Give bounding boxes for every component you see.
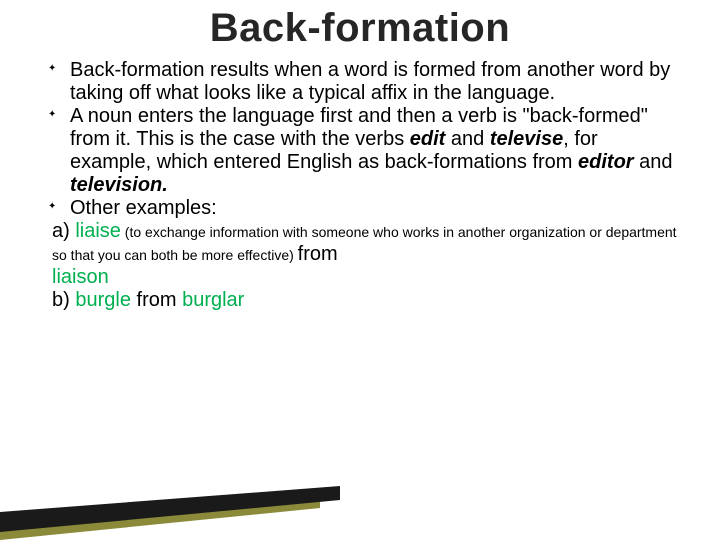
bullet-item: Back-formation results when a word is fo… — [48, 59, 680, 105]
bullet-text: Back-formation results when a word is fo… — [70, 59, 670, 104]
example-from: from — [298, 243, 338, 265]
example-word: liaise — [75, 220, 121, 242]
example-b: b) burgle from burglar — [48, 289, 680, 312]
bullet-text: Other examples: — [70, 197, 217, 219]
example-definition: (to exchange information with someone wh… — [52, 224, 677, 263]
example-a: a) liaise (to exchange information with … — [48, 220, 680, 289]
bullet-item: Other examples: — [48, 197, 680, 220]
bullet-list: Back-formation results when a word is fo… — [48, 59, 680, 220]
example-word: burgle — [75, 289, 131, 311]
bullet-text: and — [445, 128, 489, 150]
emphasis-word: editor — [578, 151, 634, 173]
bullet-text: and — [634, 151, 673, 173]
example-source: liaison — [52, 266, 109, 288]
example-label: b) — [52, 289, 75, 311]
content-area: Back-formation results when a word is fo… — [0, 59, 720, 312]
decorative-wedge — [0, 460, 360, 540]
example-source: burglar — [182, 289, 244, 311]
bullet-item: A noun enters the language first and the… — [48, 105, 680, 197]
example-label: a) — [52, 220, 75, 242]
page-title: Back-formation — [0, 0, 720, 59]
emphasis-word: television. — [70, 174, 168, 196]
example-from: from — [131, 289, 182, 311]
emphasis-word: televise — [490, 128, 563, 150]
emphasis-word: edit — [410, 128, 446, 150]
